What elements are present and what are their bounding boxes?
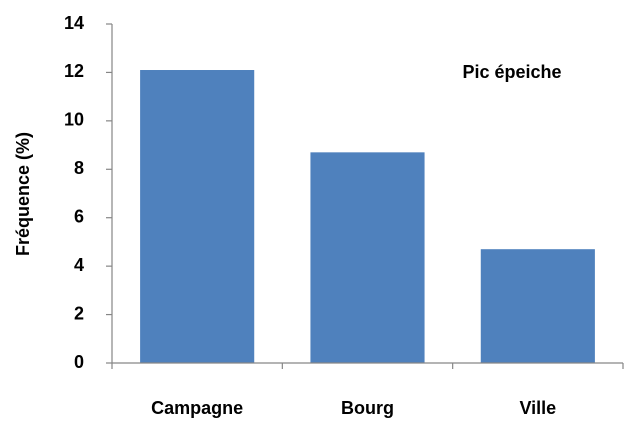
y-tick-label: 4 <box>74 255 84 275</box>
y-tick-label: 6 <box>74 206 84 226</box>
x-tick-label: Bourg <box>341 398 394 418</box>
y-tick-label: 2 <box>74 303 84 323</box>
bar <box>140 70 255 363</box>
y-tick-label: 0 <box>74 352 84 372</box>
chart-annotation: Pic épeiche <box>462 62 561 82</box>
bar <box>310 152 425 363</box>
x-tick-label: Campagne <box>151 398 243 418</box>
y-tick-label: 12 <box>64 61 84 81</box>
y-tick-label: 8 <box>74 158 84 178</box>
bar <box>480 249 595 363</box>
y-tick-label: 14 <box>64 13 84 33</box>
y-tick-label: 10 <box>64 110 84 130</box>
x-tick-label: Ville <box>519 398 556 418</box>
y-axis-label: Fréquence (%) <box>13 132 33 256</box>
